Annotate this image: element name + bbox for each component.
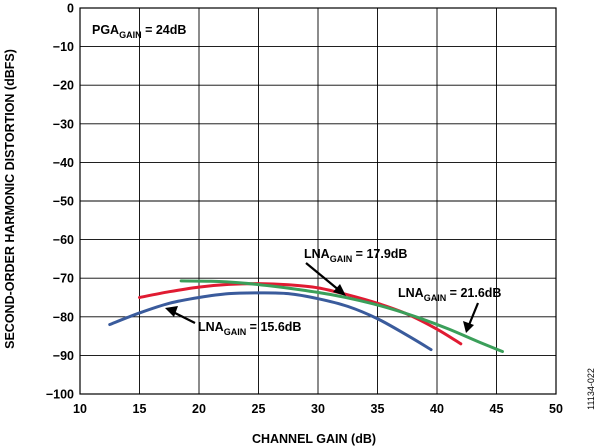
x-tick-label: 10 bbox=[73, 402, 87, 416]
annotation-lna-21-6: LNAGAIN = 21.6dB bbox=[398, 286, 501, 303]
series-line-1 bbox=[108, 291, 433, 352]
y-tick-label: −50 bbox=[53, 195, 74, 209]
x-tick-label: 50 bbox=[549, 402, 563, 416]
annotation-pga-gain: PGAGAIN = 24dB bbox=[92, 23, 186, 40]
series-layer bbox=[108, 279, 504, 354]
y-tick-label: −20 bbox=[53, 79, 74, 93]
x-tick-label: 15 bbox=[133, 402, 147, 416]
arrow-lna-15-6-head bbox=[165, 306, 178, 317]
x-axis-title: CHANNEL GAIN (dB) bbox=[252, 432, 376, 446]
y-tick-label: −10 bbox=[53, 40, 74, 54]
arrow-lna-17-9 bbox=[305, 262, 341, 292]
arrow-lna-21-6-head bbox=[463, 321, 474, 333]
x-tick-label: 35 bbox=[371, 402, 385, 416]
y-tick-label: −40 bbox=[53, 156, 74, 170]
annotation-lna-17-9: LNAGAIN = 17.9dB bbox=[304, 247, 407, 264]
grid bbox=[79, 7, 557, 395]
arrow-lna-21-6 bbox=[467, 302, 480, 326]
x-tick-labels: 10 15 20 25 30 35 40 45 50 bbox=[73, 402, 563, 416]
x-tick-label: 20 bbox=[192, 402, 206, 416]
y-tick-label: −30 bbox=[53, 117, 74, 131]
y-tick-label: −100 bbox=[46, 388, 74, 402]
figure-id: 11134-022 bbox=[586, 368, 596, 410]
y-tick-label: −90 bbox=[53, 349, 74, 363]
x-tick-label: 45 bbox=[490, 402, 504, 416]
y-tick-label: 0 bbox=[67, 2, 74, 16]
x-tick-label: 30 bbox=[311, 402, 325, 416]
arrow-lna-15-6 bbox=[172, 311, 196, 324]
arrow-lna-17-9-head bbox=[333, 284, 346, 296]
y-tick-labels: 0 −10 −20 −30 −40 −50 −60 −70 −80 −90 −100 bbox=[46, 2, 74, 402]
x-tick-label: 25 bbox=[252, 402, 266, 416]
series-line-3 bbox=[179, 279, 504, 354]
y-tick-label: −80 bbox=[53, 310, 74, 324]
y-axis-title: SECOND-ORDER HARMONIC DISTORTION (dBFS) bbox=[3, 49, 17, 349]
annotation-lna-15-6: LNAGAIN = 15.6dB bbox=[198, 320, 301, 337]
y-tick-label: −60 bbox=[53, 233, 74, 247]
y-tick-label: −70 bbox=[53, 272, 74, 286]
plot-frame bbox=[79, 7, 557, 395]
x-tick-label: 40 bbox=[430, 402, 444, 416]
